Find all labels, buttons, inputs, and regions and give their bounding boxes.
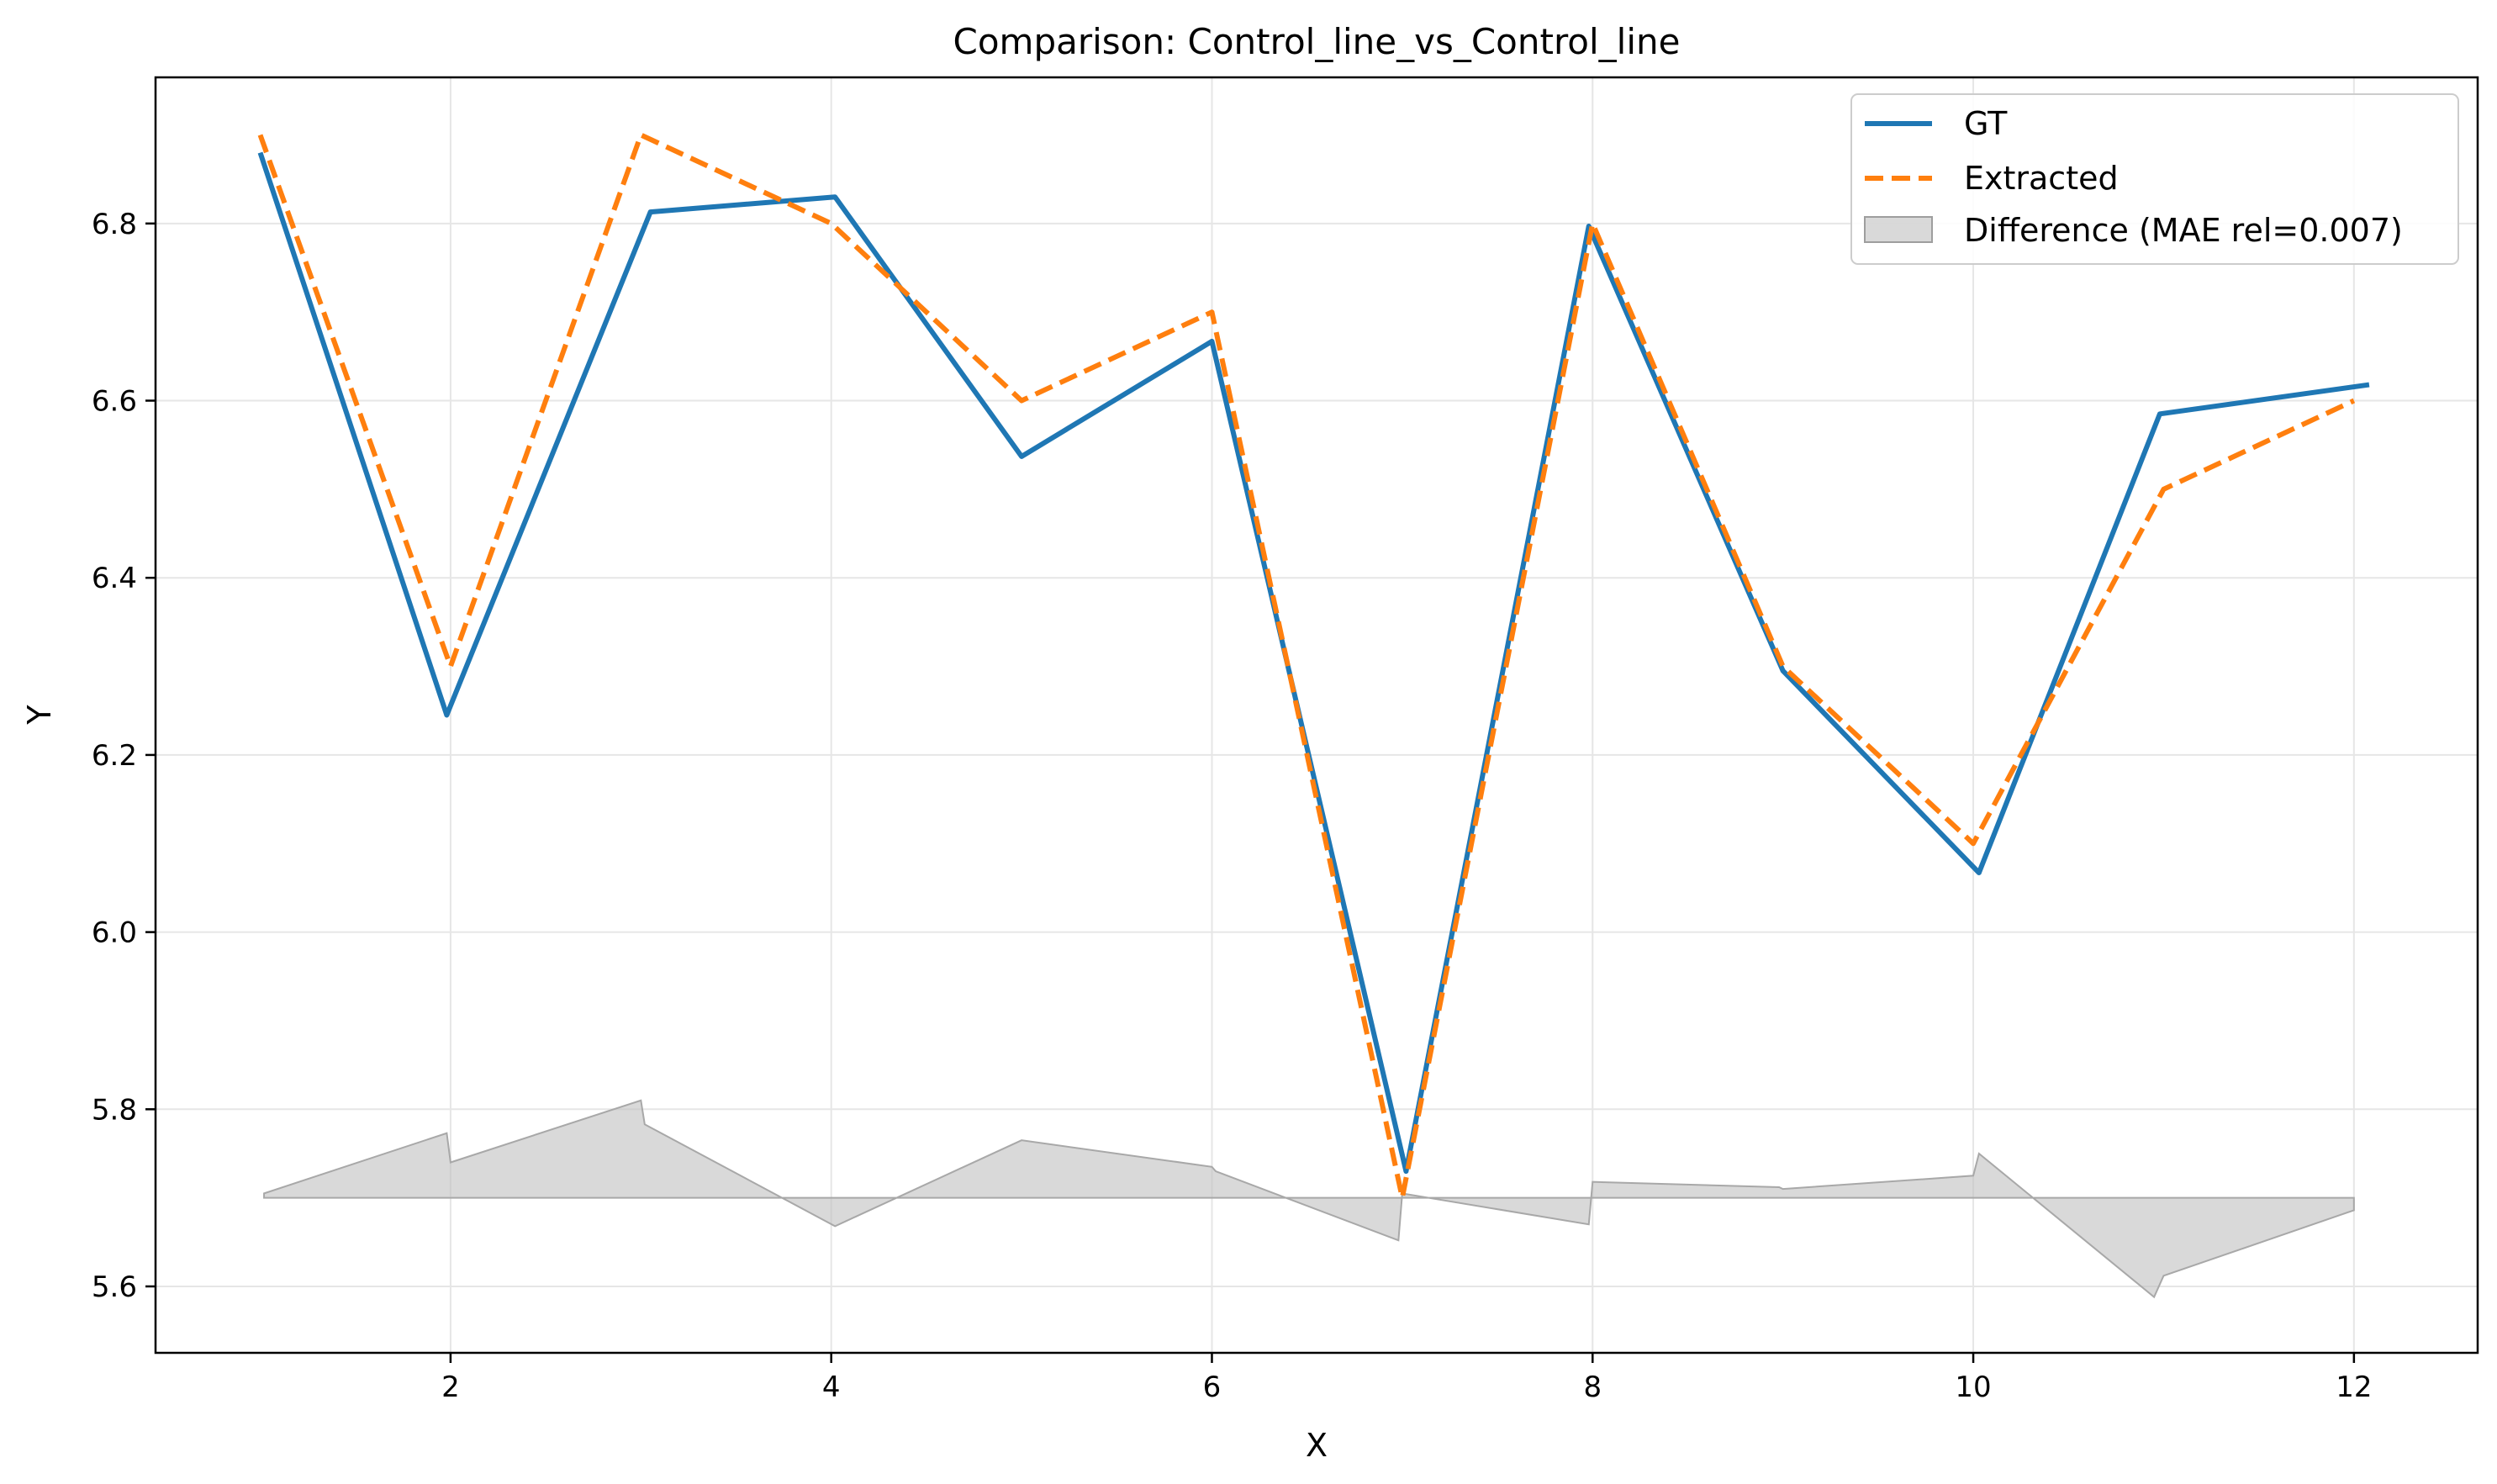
series-line-gt — [257, 151, 2370, 1175]
legend: GT Extracted Difference (MAE rel=0.007) — [1850, 93, 2459, 265]
y-tick-label: 6.0 — [92, 916, 137, 950]
y-tick-label: 5.6 — [92, 1270, 137, 1304]
x-tick-label: 12 — [2336, 1370, 2372, 1404]
difference-area-layer — [263, 1099, 2355, 1299]
x-tick-label: 2 — [441, 1370, 460, 1404]
y-tick-label: 6.4 — [92, 562, 137, 595]
y-tick-label: 6.2 — [92, 739, 137, 773]
x-tick-label: 4 — [822, 1370, 841, 1404]
y-tick-label: 6.6 — [92, 385, 137, 419]
y-tick-label: 6.8 — [92, 208, 137, 241]
chart-title: Comparison: Control_line_vs_Control_line — [953, 21, 1681, 62]
y-axis-label: Y — [21, 705, 58, 726]
y-tick-label: 5.8 — [92, 1093, 137, 1127]
legend-difference-swatch — [1864, 216, 1933, 243]
legend-extracted-label: Extracted — [1964, 160, 2119, 197]
series-lines — [257, 132, 2370, 1201]
difference-area — [263, 1099, 2355, 1299]
axis-ticks: 2 4 6 8 10 12 5.6 5.8 6.0 6.2 6.4 6.6 6.8 — [92, 208, 2373, 1404]
series-line-extracted — [257, 132, 2356, 1201]
x-tick-label: 10 — [1955, 1370, 1991, 1404]
x-tick-label: 8 — [1583, 1370, 1602, 1404]
legend-frame — [1850, 93, 2459, 265]
legend-gt-label: GT — [1964, 105, 2008, 142]
plot-frame — [154, 76, 2479, 1355]
x-tick-label: 6 — [1203, 1370, 1222, 1404]
legend-difference-label: Difference (MAE rel=0.007) — [1964, 212, 2403, 249]
x-axis-label: X — [1306, 1427, 1328, 1464]
